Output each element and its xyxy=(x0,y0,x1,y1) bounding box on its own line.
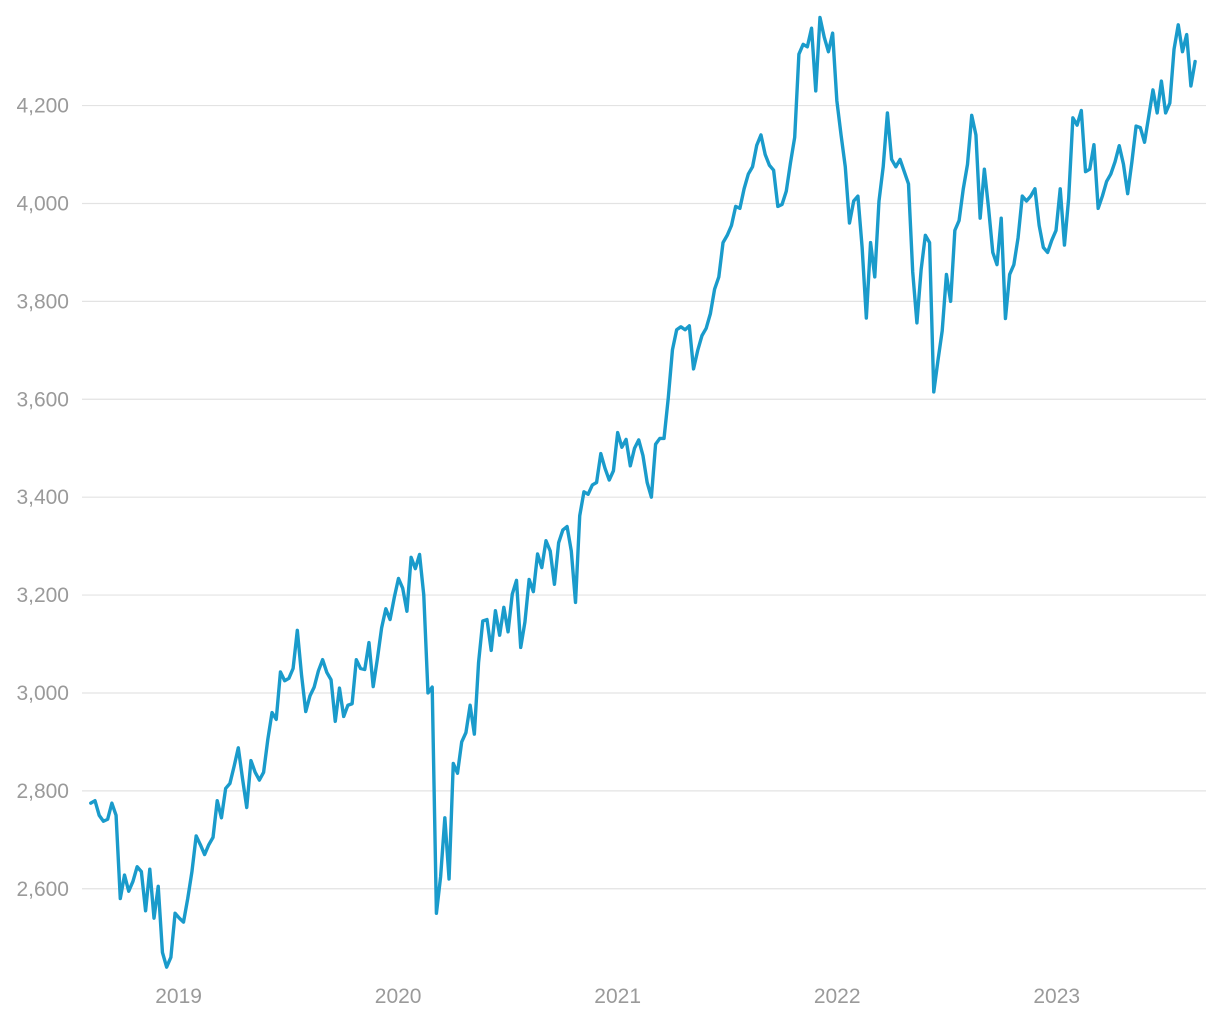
y-tick-label: 3,000 xyxy=(16,682,69,705)
series-line-index xyxy=(89,15,1197,969)
y-tick-label: 3,200 xyxy=(16,584,69,607)
gridlines xyxy=(82,104,1206,890)
y-tick-label: 2,600 xyxy=(16,878,69,901)
x-tick-label: 2023 xyxy=(1033,985,1080,1008)
y-tick-label: 3,600 xyxy=(16,388,69,411)
x-tick-label: 2019 xyxy=(155,985,202,1008)
y-tick-label: 2,800 xyxy=(16,780,69,803)
y-tick-label: 3,400 xyxy=(16,486,69,509)
y-tick-label: 4,000 xyxy=(16,192,69,215)
y-axis-tick-labels: 2,600 2,800 3,000 3,200 3,400 3,600 3,800 4,000… xyxy=(16,95,69,901)
x-tick-label: 2021 xyxy=(594,985,641,1008)
series-layer xyxy=(89,15,1197,969)
x-tick-label: 2020 xyxy=(375,985,422,1008)
y-tick-label: 3,800 xyxy=(16,290,69,313)
x-axis-tick-labels: 2019 2020 2021 2022 2023 xyxy=(155,985,1080,1008)
x-tick-label: 2022 xyxy=(814,985,861,1008)
y-tick-label: 4,200 xyxy=(16,95,69,118)
